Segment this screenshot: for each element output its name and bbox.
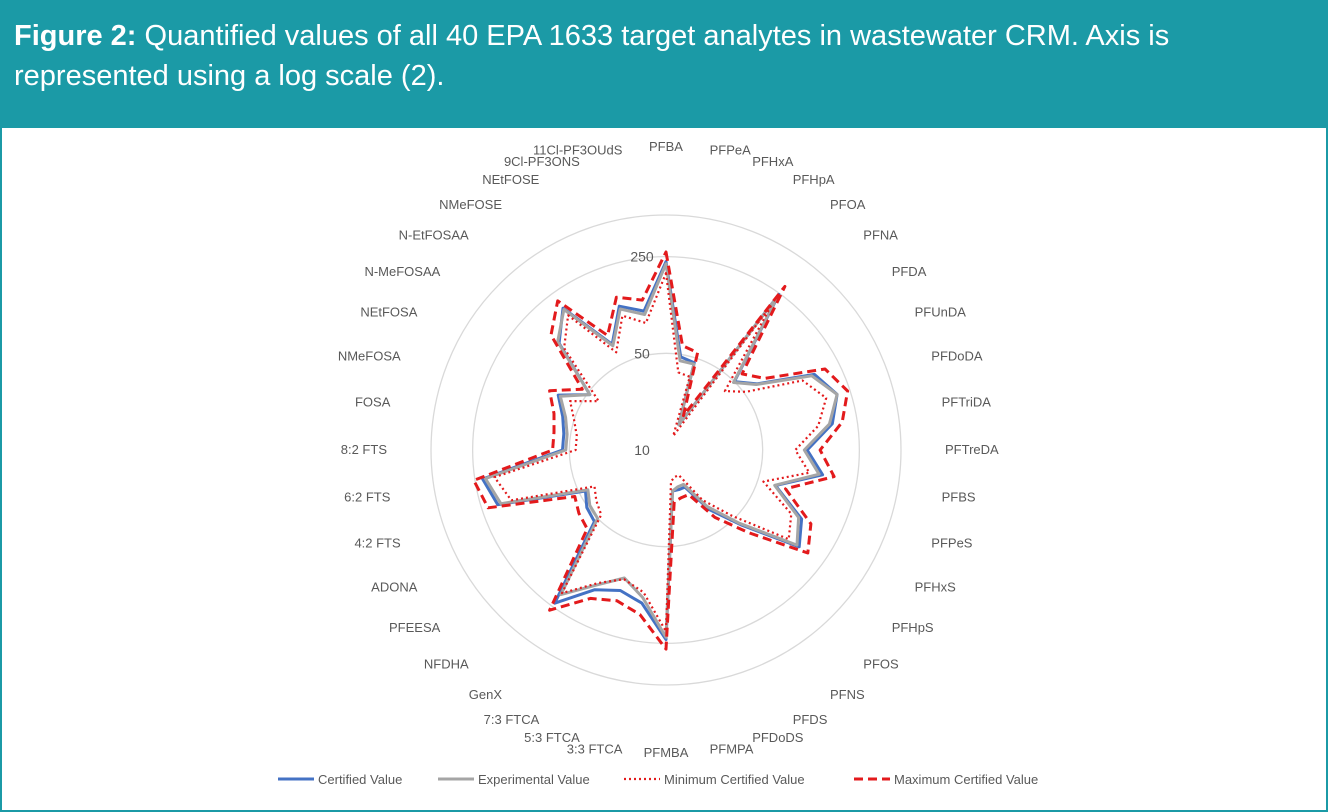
category-label-adona: ADONA bbox=[371, 580, 418, 595]
figure-header: Figure 2: Quantified values of all 40 EP… bbox=[2, 2, 1326, 128]
category-label-pftrida: PFTriDA bbox=[942, 395, 992, 410]
chart-legend: Certified Value Experimental Value Minimum… bbox=[278, 772, 1038, 787]
series-line-certified-value bbox=[481, 260, 839, 642]
category-label-pfpes: PFPeS bbox=[931, 536, 973, 551]
category-label-pfhps: PFHpS bbox=[892, 620, 934, 635]
category-label-6-2-fts: 6:2 FTS bbox=[344, 489, 391, 504]
category-label-pfmpa: PFMPA bbox=[710, 741, 754, 756]
category-label-n-etfosaa: N-EtFOSAA bbox=[399, 228, 469, 243]
category-label-3-3-ftca: 3:3 FTCA bbox=[567, 741, 623, 756]
category-label-n-mefosaa: N-MeFOSAA bbox=[364, 264, 440, 279]
category-label-netfosa: NEtFOSA bbox=[360, 304, 417, 319]
category-label-11cl-pf3ouds: 11Cl-PF3OUdS bbox=[533, 143, 623, 158]
series-line-minimum-certified-value bbox=[493, 272, 828, 633]
grid-circle-50 bbox=[568, 352, 764, 548]
category-label-pfdods: PFDoDS bbox=[752, 730, 804, 745]
tick-label-250: 250 bbox=[630, 249, 654, 265]
radar-tick-labels: 10 50 250 bbox=[630, 249, 654, 458]
category-label-pfeesa: PFEESA bbox=[389, 620, 441, 635]
category-label-pfunda: PFUnDA bbox=[915, 304, 967, 319]
category-label-pfns: PFNS bbox=[830, 687, 865, 702]
category-label-pfos: PFOS bbox=[863, 656, 899, 671]
tick-label-10: 10 bbox=[634, 442, 650, 458]
figure-caption-text: Quantified values of all 40 EPA 1633 tar… bbox=[14, 20, 1170, 92]
category-label-pfdoda: PFDoDA bbox=[931, 348, 983, 363]
category-label-4-2-fts: 4:2 FTS bbox=[354, 536, 401, 551]
category-label-pfhpa: PFHpA bbox=[793, 172, 835, 187]
category-label-8-2-fts: 8:2 FTS bbox=[341, 442, 388, 457]
category-label-pfbs: PFBS bbox=[942, 489, 976, 504]
category-label-pfna: PFNA bbox=[863, 228, 898, 243]
radar-series bbox=[472, 250, 850, 651]
category-label-pfhxs: PFHxS bbox=[915, 580, 957, 595]
grid-circle-250 bbox=[471, 255, 861, 645]
category-label-pfba: PFBA bbox=[649, 139, 683, 154]
category-label-5-3-ftca: 5:3 FTCA bbox=[524, 730, 580, 745]
legend-label-maximum-certified-value: Maximum Certified Value bbox=[894, 772, 1038, 787]
category-label-nfdha: NFDHA bbox=[424, 656, 469, 671]
category-label-pftreda: PFTreDA bbox=[945, 442, 999, 457]
category-label-9cl-pf3ons: 9Cl-PF3ONS bbox=[504, 154, 580, 169]
category-label-netfose: NEtFOSE bbox=[482, 172, 539, 187]
figure-caption: Figure 2: Quantified values of all 40 EP… bbox=[14, 16, 1294, 96]
category-label-fosa: FOSA bbox=[355, 395, 391, 410]
category-label-nmefose: NMeFOSE bbox=[439, 197, 502, 212]
legend-label-minimum-certified-value: Minimum Certified Value bbox=[664, 772, 805, 787]
category-label-nmefosa: NMeFOSA bbox=[338, 348, 401, 363]
category-label-pfhxa: PFHxA bbox=[752, 154, 794, 169]
tick-label-50: 50 bbox=[634, 345, 650, 361]
category-label-7-3-ftca: 7:3 FTCA bbox=[484, 712, 540, 727]
category-label-pfoa: PFOA bbox=[830, 197, 866, 212]
category-label-pfds: PFDS bbox=[793, 712, 828, 727]
series-line-maximum-certified-value bbox=[472, 250, 850, 651]
series-line-experimental-value bbox=[483, 262, 839, 639]
legend-label-certified-value: Certified Value bbox=[318, 772, 402, 787]
figure-label: Figure 2: bbox=[14, 20, 137, 52]
category-label-pfmba: PFMBA bbox=[644, 745, 689, 760]
legend-label-experimental-value: Experimental Value bbox=[478, 772, 590, 787]
category-label-pfda: PFDA bbox=[892, 264, 927, 279]
grid-circle-outer bbox=[430, 214, 902, 686]
category-label-pfpea: PFPeA bbox=[710, 143, 752, 158]
category-label-genx: GenX bbox=[469, 687, 503, 702]
